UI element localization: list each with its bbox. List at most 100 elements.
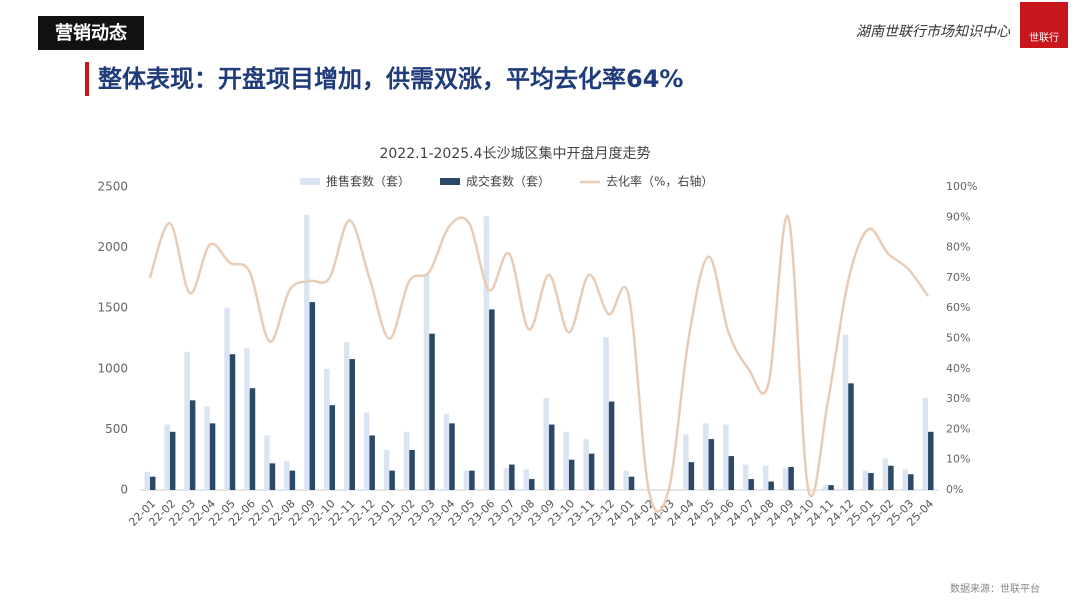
bar — [922, 397, 929, 490]
bar — [329, 405, 336, 490]
legend-swatch — [300, 178, 320, 185]
y-tick-label: 1000 — [97, 361, 128, 375]
bar — [868, 473, 874, 490]
bar — [623, 470, 629, 490]
y-tick-label: 500 — [105, 422, 128, 436]
bar — [343, 342, 350, 490]
bar — [224, 308, 230, 490]
bar — [782, 468, 789, 490]
bar — [369, 435, 375, 490]
bar — [403, 431, 410, 490]
bar — [169, 431, 176, 490]
y2-tick-label: 100% — [946, 180, 977, 193]
bar — [209, 423, 216, 490]
bar — [164, 424, 170, 490]
bar — [363, 412, 370, 490]
bar — [349, 359, 355, 490]
bar — [762, 465, 769, 490]
bar — [543, 397, 549, 490]
heading: 整体表现：开盘项目增加，供需双涨，平均去化率64% — [98, 65, 683, 93]
y-tick-label: 2000 — [97, 240, 128, 254]
y2-tick-label: 30% — [946, 392, 970, 405]
section-title: 营销动态 — [55, 22, 127, 44]
bar — [628, 476, 635, 490]
bar — [822, 485, 829, 490]
bar — [189, 400, 196, 490]
bar — [289, 470, 296, 490]
bar — [249, 388, 256, 490]
chart-title: 2022.1-2025.4长沙城区集中开盘月度走势 — [379, 145, 650, 162]
source: 数据来源：世联平台 — [950, 582, 1040, 595]
bar — [449, 423, 455, 490]
bar — [229, 354, 236, 490]
y2-tick-label: 90% — [946, 210, 970, 223]
bar — [788, 466, 794, 490]
bar — [708, 439, 715, 490]
bar — [509, 464, 515, 490]
section-box — [38, 16, 144, 50]
bar — [902, 469, 909, 490]
bar — [184, 351, 190, 490]
bar — [284, 460, 290, 490]
bar — [144, 471, 150, 490]
bar — [703, 423, 709, 490]
y2-tick-label: 60% — [946, 301, 970, 314]
bar — [742, 464, 749, 490]
y2-tick-label: 10% — [946, 453, 970, 466]
legend-swatch — [440, 178, 460, 185]
bar — [389, 470, 395, 490]
legend-label: 成交套数（套） — [466, 174, 550, 189]
bar — [568, 459, 575, 490]
bar — [463, 470, 470, 490]
y2-tick-label: 70% — [946, 271, 970, 284]
y-tick-label: 1500 — [97, 301, 128, 315]
bar — [683, 434, 689, 490]
bar — [723, 424, 729, 490]
bar — [548, 424, 555, 490]
bar — [563, 431, 569, 490]
bar — [244, 348, 250, 490]
bar — [529, 479, 535, 490]
logo-text: 世联行 — [1029, 31, 1059, 44]
bar — [848, 383, 854, 490]
heading-marker — [85, 62, 89, 96]
bar — [768, 481, 774, 490]
y2-tick-label: 20% — [946, 422, 970, 435]
line — [148, 214, 930, 513]
bar — [603, 337, 609, 490]
bar — [324, 368, 330, 490]
logo-box — [1020, 2, 1068, 48]
bar — [423, 274, 430, 490]
bar — [728, 456, 735, 490]
bar — [748, 479, 754, 490]
bar — [309, 302, 316, 490]
bar — [269, 463, 276, 490]
bar — [688, 462, 695, 490]
bar — [204, 406, 210, 490]
bar — [443, 413, 450, 490]
y2-tick-label: 80% — [946, 241, 970, 254]
bar — [149, 476, 156, 490]
bar — [828, 485, 834, 490]
bar — [264, 435, 270, 490]
bar — [888, 465, 894, 490]
y-tick-label: 2500 — [97, 180, 128, 194]
bar — [489, 309, 495, 490]
bar — [523, 469, 530, 490]
bar — [383, 450, 390, 490]
bar — [908, 474, 914, 490]
bar — [304, 214, 310, 490]
bar — [469, 470, 475, 490]
bar — [882, 458, 889, 490]
bar — [583, 439, 589, 490]
legend-label: 推售套数（套） — [326, 174, 410, 189]
bar — [409, 450, 415, 490]
bar — [842, 334, 849, 490]
bar — [483, 216, 490, 490]
bar — [588, 453, 595, 490]
y2-tick-label: 40% — [946, 362, 970, 375]
y2-tick-label: 0% — [946, 483, 963, 496]
y-tick-label: 0 — [120, 483, 128, 497]
